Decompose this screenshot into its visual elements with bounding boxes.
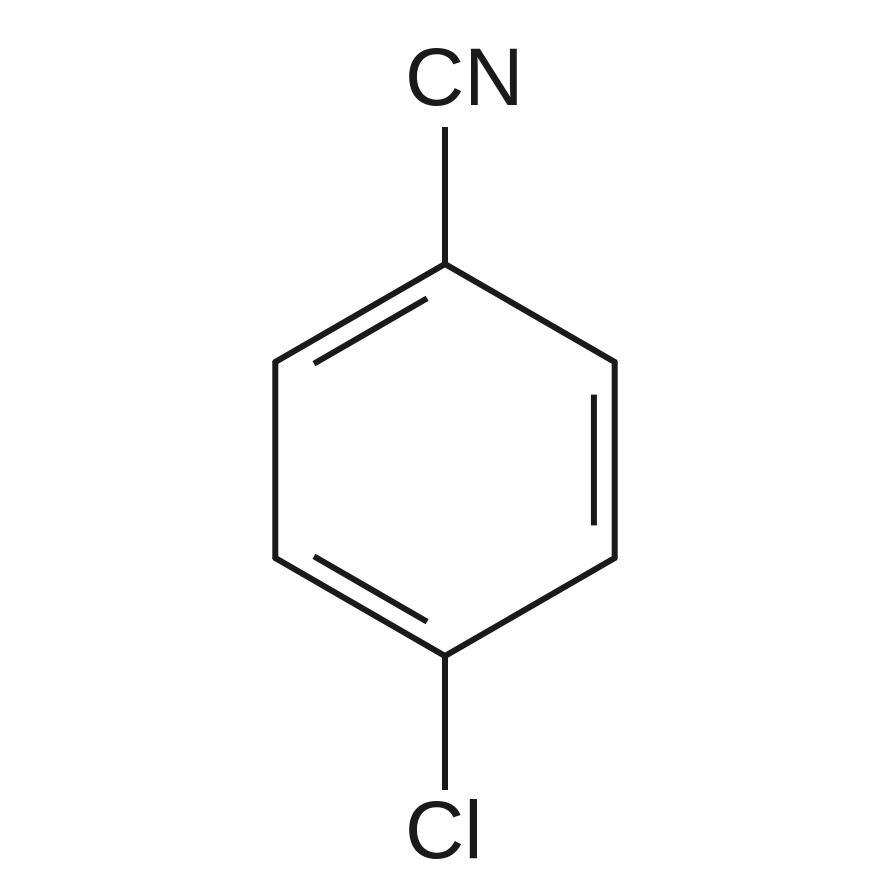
chemical-structure-diagram: CN Cl [0, 0, 890, 890]
atom-label-chloro: Cl [405, 785, 482, 876]
atom-label-nitrile: CN [405, 32, 523, 123]
